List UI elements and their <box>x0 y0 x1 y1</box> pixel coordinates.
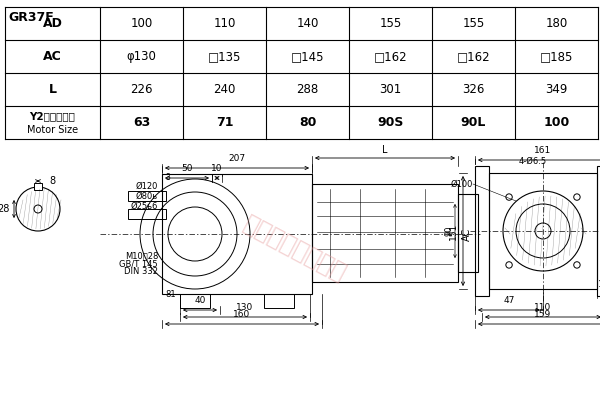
Text: 40: 40 <box>194 296 206 305</box>
Bar <box>128 191 166 201</box>
Text: 3: 3 <box>165 173 170 182</box>
Text: 47: 47 <box>503 296 515 305</box>
Text: 100: 100 <box>130 17 152 30</box>
Text: 10: 10 <box>211 164 223 173</box>
Bar <box>597 166 600 296</box>
Bar <box>489 173 597 289</box>
Text: M10深28: M10深28 <box>125 251 158 260</box>
Text: □185: □185 <box>540 50 573 63</box>
Text: □135: □135 <box>208 50 241 63</box>
Text: 226: 226 <box>130 83 153 96</box>
Text: 18: 18 <box>598 280 600 289</box>
Text: 155: 155 <box>463 17 485 30</box>
Text: 130: 130 <box>236 303 254 312</box>
Text: 155: 155 <box>379 17 401 30</box>
Bar <box>475 166 489 296</box>
Text: 80: 80 <box>299 116 316 129</box>
Bar <box>458 194 478 272</box>
Text: 140: 140 <box>296 17 319 30</box>
Text: φ130: φ130 <box>127 50 157 63</box>
Text: 81: 81 <box>166 290 176 299</box>
Text: 71: 71 <box>216 116 233 129</box>
Text: GB/T 145: GB/T 145 <box>119 260 158 268</box>
Text: Motor Size: Motor Size <box>27 125 78 134</box>
Text: 4-Ø6.5: 4-Ø6.5 <box>519 157 547 166</box>
Text: AC: AC <box>43 50 62 63</box>
Bar <box>180 294 210 308</box>
Text: □162: □162 <box>374 50 407 63</box>
Text: AC: AC <box>462 227 472 241</box>
Text: 50: 50 <box>181 164 193 173</box>
Text: GR37F: GR37F <box>8 11 54 24</box>
Text: 349: 349 <box>545 83 568 96</box>
Text: 8: 8 <box>49 176 55 186</box>
Text: 161: 161 <box>535 146 551 155</box>
Text: 207: 207 <box>229 154 245 163</box>
Text: Ø100: Ø100 <box>451 180 473 188</box>
Text: L: L <box>49 83 56 96</box>
Text: Ø80ь: Ø80ь <box>136 191 158 201</box>
Text: □145: □145 <box>291 50 324 63</box>
Text: DIN 332: DIN 332 <box>124 268 158 277</box>
Text: 28: 28 <box>0 204 10 214</box>
Text: 100: 100 <box>544 116 569 129</box>
Text: L: L <box>382 145 388 155</box>
Text: □162: □162 <box>457 50 490 63</box>
Text: AD: AD <box>43 17 62 30</box>
Text: 151: 151 <box>449 222 458 240</box>
Bar <box>128 209 166 219</box>
Text: 288: 288 <box>296 83 319 96</box>
Text: 240: 240 <box>214 83 236 96</box>
Text: 90: 90 <box>444 226 453 236</box>
Text: 90S: 90S <box>377 116 404 129</box>
Text: Y2电机机座号: Y2电机机座号 <box>29 112 76 121</box>
Bar <box>34 183 42 190</box>
Text: 160: 160 <box>233 310 251 319</box>
Text: 180: 180 <box>545 17 568 30</box>
Text: 深圳宝玛特传动有: 深圳宝玛特传动有 <box>239 212 350 286</box>
Bar <box>162 174 312 294</box>
Text: Ø120: Ø120 <box>136 182 158 191</box>
Text: 301: 301 <box>379 83 401 96</box>
Text: 63: 63 <box>133 116 150 129</box>
Text: 159: 159 <box>535 310 551 319</box>
Text: 326: 326 <box>463 83 485 96</box>
Text: Ø25ь6: Ø25ь6 <box>131 201 158 210</box>
Text: 110: 110 <box>535 303 551 312</box>
Text: 90L: 90L <box>461 116 486 129</box>
Text: 110: 110 <box>214 17 236 30</box>
Bar <box>264 294 294 308</box>
Bar <box>312 184 458 282</box>
